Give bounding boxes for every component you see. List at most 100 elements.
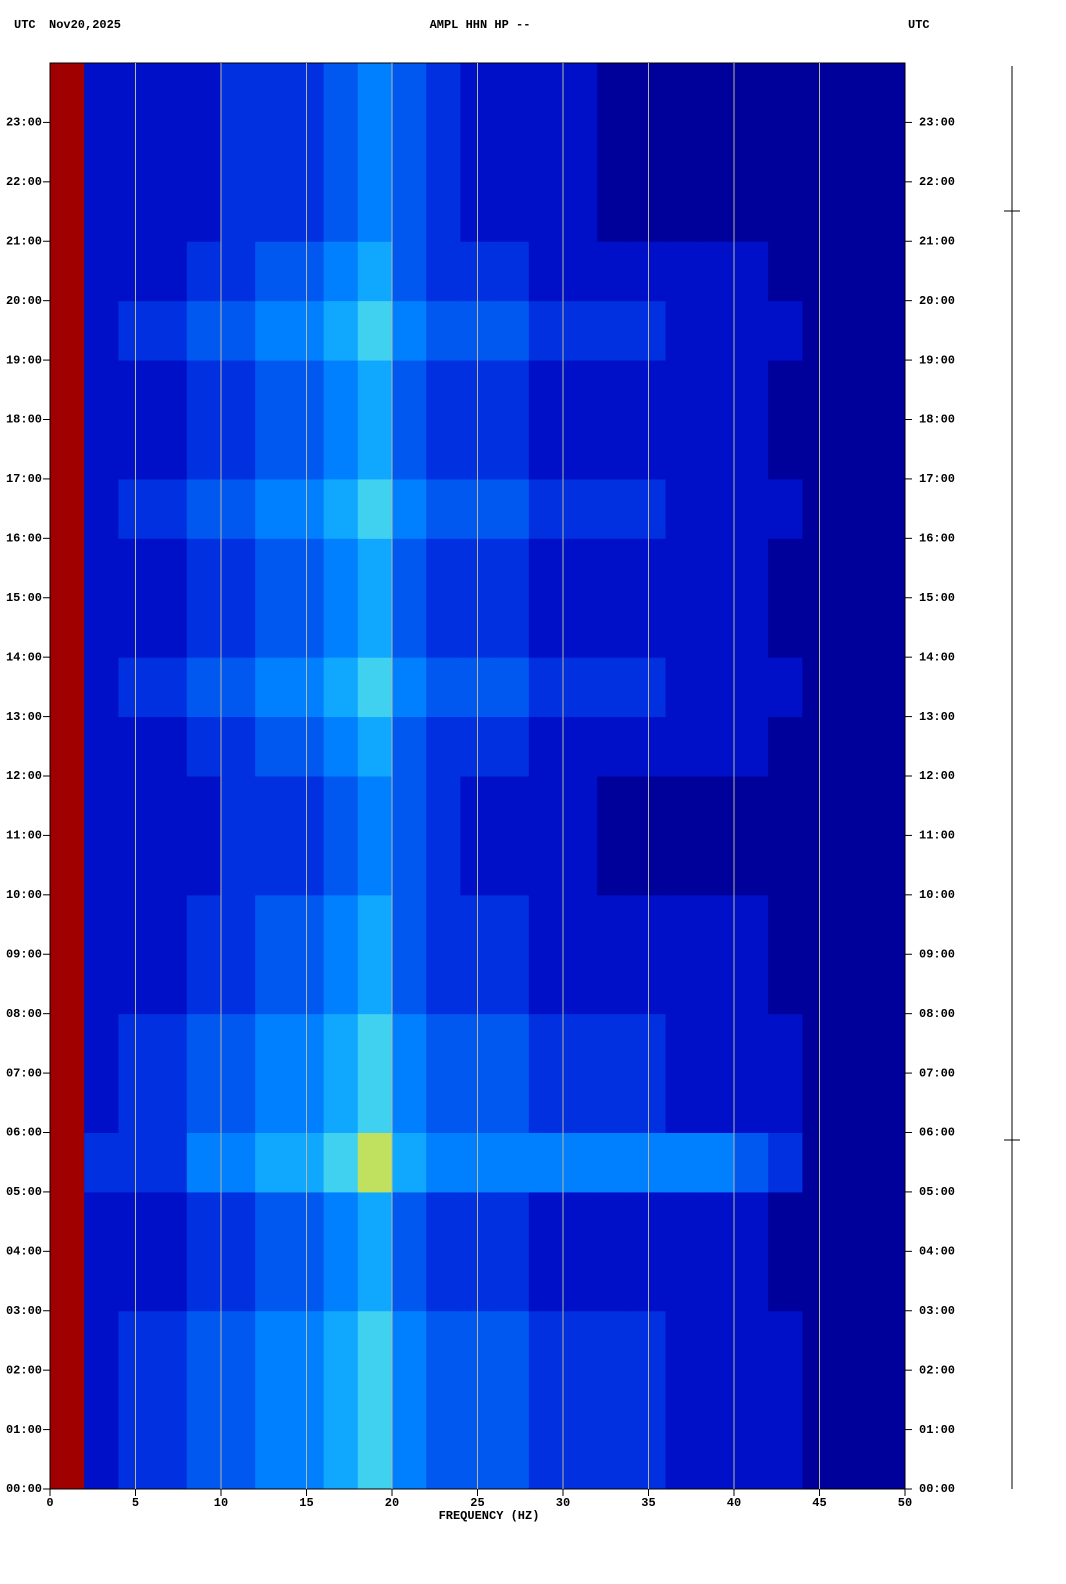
cell — [392, 478, 427, 539]
x-tick-label: 50 — [898, 1496, 912, 1510]
cell — [50, 419, 85, 480]
cell — [836, 1013, 872, 1074]
cell — [734, 1073, 769, 1133]
y-tick-label-right: 04:00 — [919, 1245, 955, 1259]
cell — [357, 1073, 393, 1133]
cell — [186, 1429, 222, 1490]
cell — [84, 1013, 119, 1074]
cell — [221, 1429, 256, 1490]
cell — [734, 360, 769, 420]
cell — [426, 835, 461, 896]
cell — [152, 776, 188, 836]
y-tick-label: 07:00 — [6, 1066, 42, 1080]
cell — [255, 1073, 290, 1133]
cell — [870, 1251, 906, 1312]
cell — [221, 1191, 256, 1252]
cell — [221, 1073, 256, 1133]
cell — [665, 241, 701, 302]
cell — [494, 181, 530, 242]
cell — [528, 1251, 564, 1312]
cell — [870, 1132, 906, 1193]
cell — [665, 419, 701, 480]
y-tick-label-right: 08:00 — [919, 1007, 955, 1021]
cell — [734, 1013, 769, 1074]
cell — [597, 1073, 632, 1133]
cell — [152, 538, 188, 599]
cell — [768, 300, 803, 361]
cell — [392, 538, 427, 599]
cell — [426, 63, 461, 123]
cell — [357, 1132, 393, 1193]
cell — [870, 597, 906, 658]
cell — [357, 1310, 393, 1371]
cell — [768, 1132, 803, 1193]
cell — [255, 300, 290, 361]
cell — [597, 1429, 632, 1490]
cell — [357, 538, 393, 599]
cell — [152, 1310, 188, 1371]
cell — [528, 1429, 564, 1490]
cell — [528, 241, 564, 302]
cell — [357, 122, 393, 183]
cell — [186, 478, 222, 539]
cell — [221, 894, 256, 955]
cell — [323, 835, 359, 896]
cell — [186, 300, 222, 361]
cell — [84, 835, 119, 896]
cell — [50, 1310, 85, 1371]
cell — [426, 1370, 461, 1431]
cell — [84, 1251, 119, 1312]
y-tick-label: 09:00 — [6, 947, 42, 961]
y-tick-label-right: 05:00 — [919, 1185, 955, 1199]
cell — [152, 1013, 188, 1074]
y-tick-label-right: 01:00 — [919, 1423, 955, 1437]
y-tick-label: 00:00 — [6, 1482, 42, 1496]
cell — [50, 1191, 85, 1252]
cell — [392, 1370, 427, 1431]
cell — [494, 1310, 530, 1371]
y-tick-label: 08:00 — [6, 1007, 42, 1021]
cell — [152, 657, 188, 718]
chart-title: AMPL HHN HP -- — [430, 18, 531, 32]
cell — [255, 122, 290, 183]
cell — [494, 597, 530, 658]
cell — [597, 835, 632, 896]
cell — [255, 776, 290, 836]
cell — [563, 1310, 598, 1371]
y-tick-label: 19:00 — [6, 353, 42, 367]
cell — [597, 597, 632, 658]
cell — [152, 1073, 188, 1133]
cell — [494, 419, 530, 480]
y-tick-label-right: 10:00 — [919, 888, 955, 902]
y-tick-label-right: 17:00 — [919, 472, 955, 486]
cell — [870, 538, 906, 599]
cell — [323, 716, 359, 777]
cell — [426, 894, 461, 955]
cell — [699, 657, 735, 718]
cell — [152, 835, 188, 896]
cell — [563, 1013, 598, 1074]
cell — [870, 1310, 906, 1371]
cell — [426, 1191, 461, 1252]
x-tick-label: 45 — [812, 1496, 826, 1510]
cell — [357, 300, 393, 361]
cell — [597, 776, 632, 836]
cell — [768, 657, 803, 718]
cell — [221, 300, 256, 361]
cell — [221, 1370, 256, 1431]
cell — [84, 181, 119, 242]
cell — [494, 894, 530, 955]
y-tick-label: 18:00 — [6, 413, 42, 427]
cell — [563, 657, 598, 718]
cell — [392, 419, 427, 480]
cell — [836, 1073, 872, 1133]
cell — [186, 360, 222, 420]
cell — [870, 716, 906, 777]
cell — [84, 63, 119, 123]
cell — [357, 1370, 393, 1431]
cell — [528, 360, 564, 420]
cell — [84, 1429, 119, 1490]
y-tick-label: 10:00 — [6, 888, 42, 902]
cell — [186, 241, 222, 302]
cell — [392, 716, 427, 777]
